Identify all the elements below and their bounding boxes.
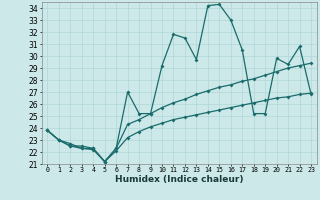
X-axis label: Humidex (Indice chaleur): Humidex (Indice chaleur) bbox=[115, 175, 244, 184]
